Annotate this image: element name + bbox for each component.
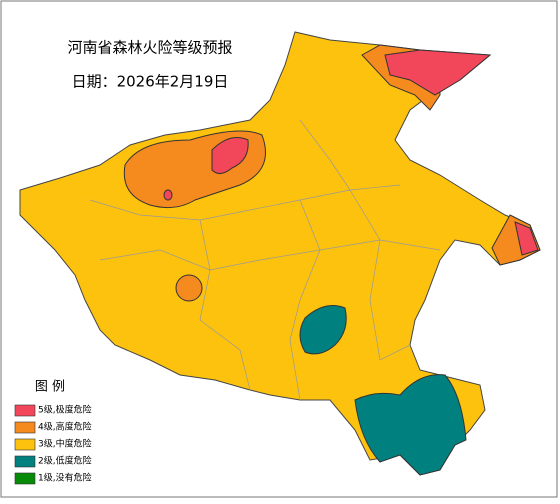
legend-swatch	[14, 404, 36, 417]
legend-title: 图 例	[35, 380, 65, 395]
legend-swatch	[14, 438, 36, 451]
district-borders	[89, 119, 441, 401]
level-4-area	[175, 274, 203, 302]
level-5-area	[384, 49, 492, 96]
legend-label: 1级,没有危险	[38, 472, 92, 484]
level-2-area	[299, 305, 347, 355]
legend-label: 3级,中度危险	[38, 438, 92, 450]
legend: 5级,极度危险 4级,高度危险 3级,中度危险 2级,低度危险 1级,没有危险	[14, 404, 92, 485]
level-2-area	[354, 374, 467, 476]
level-5-area	[514, 221, 539, 256]
province	[19, 31, 541, 476]
legend-label: 4级,高度危险	[38, 421, 92, 433]
legend-swatch	[14, 472, 36, 485]
level-5-area	[211, 137, 249, 174]
map-date: 日期：2026年2月19日	[72, 73, 229, 91]
legend-label: 2级,低度危险	[38, 455, 92, 467]
legend-label: 5级,极度危险	[38, 404, 92, 416]
level-5-area	[163, 189, 173, 201]
legend-swatch	[14, 421, 36, 434]
legend-swatch	[14, 455, 36, 468]
map-title: 河南省森林火险等级预报	[67, 39, 232, 57]
